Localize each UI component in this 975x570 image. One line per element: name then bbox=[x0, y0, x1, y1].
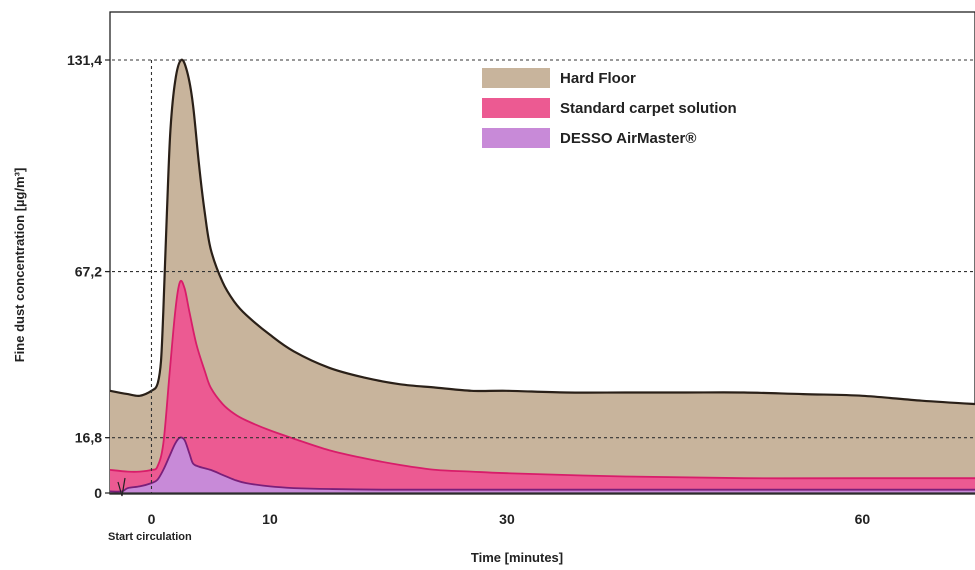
legend-swatch-0 bbox=[482, 68, 550, 88]
y-tick-label-3: 131,4 bbox=[67, 52, 102, 68]
x-tick-label-1: 10 bbox=[262, 511, 278, 527]
legend-swatch-1 bbox=[482, 98, 550, 118]
x-tick-label-2: 30 bbox=[499, 511, 515, 527]
y-tick-label-1: 16,8 bbox=[75, 430, 102, 446]
legend-label-2: DESSO AirMaster® bbox=[560, 130, 696, 147]
series-area-2 bbox=[110, 437, 975, 493]
plot-frame-group bbox=[109, 11, 975, 495]
x-axis-title: Time [minutes] bbox=[471, 550, 563, 565]
y-axis-title: Fine dust concentration [µg/m³] bbox=[12, 168, 27, 363]
x-tick-label-0: 0 bbox=[148, 511, 156, 527]
y-tick-label-0: 0 bbox=[94, 485, 102, 501]
series-areas bbox=[109, 58, 975, 494]
legend-label-0: Hard Floor bbox=[560, 70, 636, 87]
series-line-1 bbox=[109, 279, 975, 480]
series-area-0 bbox=[110, 59, 975, 494]
legend-swatch-2 bbox=[482, 128, 550, 148]
axis-break-marker bbox=[117, 477, 126, 497]
plot-frame bbox=[109, 11, 975, 495]
x-tick-label-3: 60 bbox=[855, 511, 871, 527]
series-line-0 bbox=[109, 58, 975, 406]
y-tick-label-2: 67,2 bbox=[75, 264, 102, 280]
legend-label-1: Standard carpet solution bbox=[560, 100, 737, 117]
start-circulation-annotation: Start circulation bbox=[108, 531, 192, 543]
axes: 0 16,8 67,2 131,4 0 10 30 60 bbox=[67, 52, 975, 527]
reference-lines bbox=[106, 59, 975, 493]
series-line-2 bbox=[109, 436, 975, 493]
legend: Hard Floor Standard carpet solution DESSO … bbox=[482, 68, 737, 148]
